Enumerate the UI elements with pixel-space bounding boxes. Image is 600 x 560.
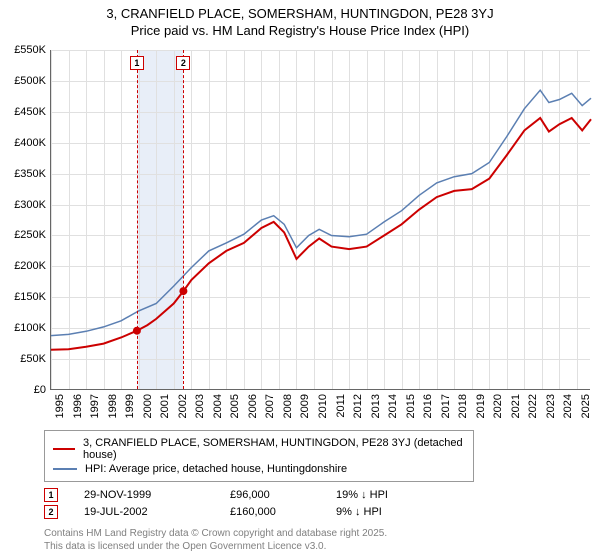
sale-marker-box: 2: [176, 56, 190, 70]
legend-label-hpi: HPI: Average price, detached house, Hunt…: [85, 463, 347, 475]
x-axis-label: 2001: [159, 394, 171, 418]
x-axis-label: 2011: [335, 394, 347, 418]
footer-line2: This data is licensed under the Open Gov…: [44, 540, 600, 553]
x-axis-label: 2000: [142, 394, 154, 418]
legend-swatch-red: [53, 448, 75, 450]
footer-line1: Contains HM Land Registry data © Crown c…: [44, 527, 600, 540]
x-axis-label: 2007: [264, 394, 276, 418]
x-axis-label: 1995: [54, 394, 66, 418]
legend-box: 3, CRANFIELD PLACE, SOMERSHAM, HUNTINGDO…: [44, 430, 474, 482]
sale-date: 29-NOV-1999: [84, 489, 204, 501]
x-axis-label: 2004: [212, 394, 224, 418]
x-axis-label: 1996: [72, 394, 84, 418]
legend-item-price-paid: 3, CRANFIELD PLACE, SOMERSHAM, HUNTINGDO…: [53, 437, 465, 461]
legend-swatch-blue: [53, 468, 77, 470]
x-axis-label: 2020: [492, 394, 504, 418]
y-axis-label: £50K: [2, 353, 46, 365]
sales-row: 1 29-NOV-1999 £96,000 19% ↓ HPI: [44, 488, 600, 502]
plot-area: 12: [50, 50, 590, 390]
series-hpi: [51, 90, 591, 335]
x-axis-label: 1997: [89, 394, 101, 418]
x-axis-label: 2023: [545, 394, 557, 418]
sale-marker-1: 1: [44, 488, 58, 502]
x-axis-label: 2013: [370, 394, 382, 418]
x-axis-label: 2022: [527, 394, 539, 418]
sales-table: 1 29-NOV-1999 £96,000 19% ↓ HPI 2 19-JUL…: [44, 488, 600, 519]
sale-marker-2: 2: [44, 505, 58, 519]
footer-attribution: Contains HM Land Registry data © Crown c…: [44, 527, 600, 553]
x-axis-label: 2005: [229, 394, 241, 418]
y-axis-label: £0: [2, 384, 46, 396]
chart-container: 12 £0£50K£100K£150K£200K£250K£300K£350K£…: [6, 44, 594, 424]
chart-title-line2: Price paid vs. HM Land Registry's House …: [0, 23, 600, 38]
y-axis-label: £350K: [2, 168, 46, 180]
x-axis-label: 2015: [405, 394, 417, 418]
chart-title-block: 3, CRANFIELD PLACE, SOMERSHAM, HUNTINGDO…: [0, 0, 600, 38]
sale-diff: 9% ↓ HPI: [336, 506, 436, 518]
x-axis-label: 2025: [580, 394, 592, 418]
y-axis-label: £450K: [2, 106, 46, 118]
legend-item-hpi: HPI: Average price, detached house, Hunt…: [53, 463, 465, 475]
x-axis-label: 2008: [282, 394, 294, 418]
x-axis-label: 1999: [124, 394, 136, 418]
x-axis-label: 2009: [299, 394, 311, 418]
x-axis-label: 2017: [440, 394, 452, 418]
x-axis-label: 2019: [475, 394, 487, 418]
sale-diff: 19% ↓ HPI: [336, 489, 436, 501]
chart-title-line1: 3, CRANFIELD PLACE, SOMERSHAM, HUNTINGDO…: [0, 6, 600, 21]
y-axis-label: £150K: [2, 291, 46, 303]
x-axis-label: 2010: [317, 394, 329, 418]
legend-label-price-paid: 3, CRANFIELD PLACE, SOMERSHAM, HUNTINGDO…: [83, 437, 465, 461]
x-axis-label: 2006: [247, 394, 259, 418]
x-axis-label: 2014: [387, 394, 399, 418]
chart-lines: [51, 50, 591, 390]
x-axis-label: 2021: [510, 394, 522, 418]
sale-price: £160,000: [230, 506, 310, 518]
sale-vertical-line: [183, 50, 184, 389]
x-axis-label: 2012: [352, 394, 364, 418]
y-axis-label: £400K: [2, 137, 46, 149]
x-axis-label: 2016: [422, 394, 434, 418]
sale-price: £96,000: [230, 489, 310, 501]
sale-marker-box: 1: [130, 56, 144, 70]
y-axis-label: £100K: [2, 322, 46, 334]
y-axis-label: £550K: [2, 44, 46, 56]
sale-vertical-line: [137, 50, 138, 389]
x-axis-label: 2024: [562, 394, 574, 418]
x-axis-label: 1998: [107, 394, 119, 418]
y-axis-label: £250K: [2, 229, 46, 241]
x-axis-label: 2018: [457, 394, 469, 418]
y-axis-label: £200K: [2, 260, 46, 272]
sales-row: 2 19-JUL-2002 £160,000 9% ↓ HPI: [44, 505, 600, 519]
y-axis-label: £500K: [2, 75, 46, 87]
y-axis-label: £300K: [2, 199, 46, 211]
x-axis-label: 2002: [177, 394, 189, 418]
x-axis-label: 2003: [194, 394, 206, 418]
sale-date: 19-JUL-2002: [84, 506, 204, 518]
